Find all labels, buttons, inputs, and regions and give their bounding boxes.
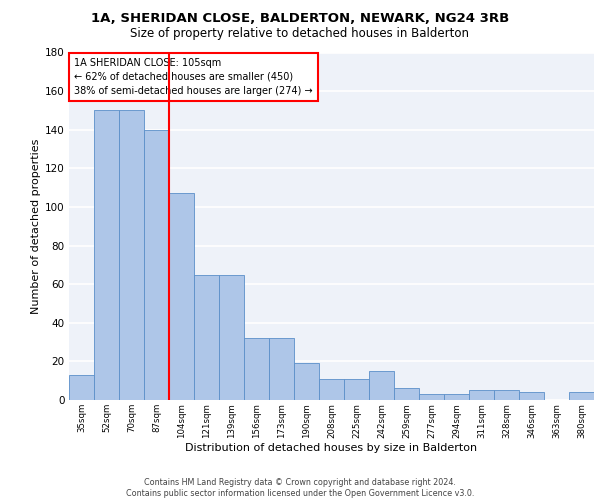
Bar [269,338,294,400]
Text: Size of property relative to detached houses in Balderton: Size of property relative to detached ho… [131,28,470,40]
Bar [69,375,94,400]
Bar [419,394,444,400]
Bar [369,371,394,400]
Bar [519,392,544,400]
Bar [344,379,369,400]
Text: 1A, SHERIDAN CLOSE, BALDERTON, NEWARK, NG24 3RB: 1A, SHERIDAN CLOSE, BALDERTON, NEWARK, N… [91,12,509,26]
Bar [294,364,319,400]
Bar [444,394,469,400]
X-axis label: Distribution of detached houses by size in Balderton: Distribution of detached houses by size … [185,443,478,453]
Text: 1A SHERIDAN CLOSE: 105sqm
← 62% of detached houses are smaller (450)
38% of semi: 1A SHERIDAN CLOSE: 105sqm ← 62% of detac… [74,58,313,96]
Bar [394,388,419,400]
Bar [569,392,594,400]
Bar [94,110,119,400]
Bar [119,110,144,400]
Bar [319,379,344,400]
Bar [244,338,269,400]
Bar [469,390,494,400]
Text: Contains HM Land Registry data © Crown copyright and database right 2024.
Contai: Contains HM Land Registry data © Crown c… [126,478,474,498]
Bar [144,130,169,400]
Bar [219,274,244,400]
Bar [169,194,194,400]
Y-axis label: Number of detached properties: Number of detached properties [31,138,41,314]
Bar [494,390,519,400]
Bar [194,274,219,400]
